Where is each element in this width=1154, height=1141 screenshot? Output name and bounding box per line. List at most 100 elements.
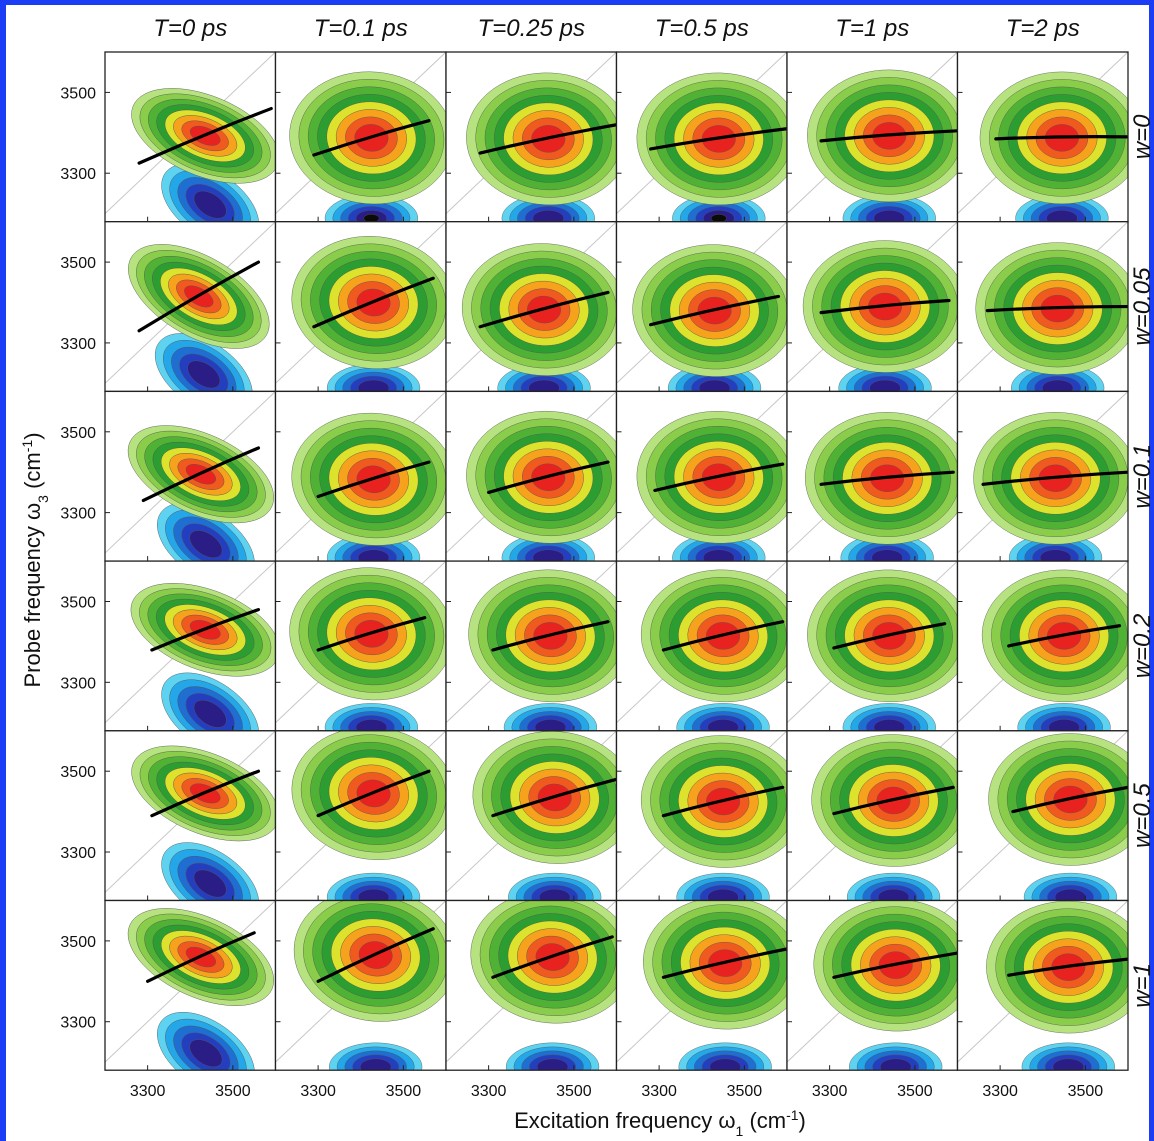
y-tick-label: 3500 [60,425,96,442]
column-title: T=0.25 ps [478,15,585,42]
negative-contour [1052,1058,1084,1071]
spectrum-panel [274,51,447,223]
negative-contour [1054,888,1087,901]
negative-contour [357,888,390,901]
negative-contour [539,888,571,901]
negative-contour [1046,210,1078,222]
row-title: w=0.1 [1129,444,1154,509]
negative-contour [709,1058,741,1071]
spectrum-panel [274,390,447,562]
x-tick-label: 3500 [386,1083,422,1100]
spectrum-panel [786,390,959,562]
spectrum-panel [104,899,277,1071]
spectrum-panel [274,730,447,902]
y-tick-label: 3300 [60,336,96,353]
negative-contour [707,719,739,731]
y-tick-label: 3300 [60,166,96,183]
negative-contour [698,379,731,392]
negative-contour [873,210,905,222]
negative-contour [193,869,227,898]
y-tick-label: 3500 [60,85,96,102]
negative-contour [189,530,223,559]
y-axis-tick-labels: 3500 3300 3500 3300 3500 3300 3500 3300 3500 3300… [60,85,96,1031]
center-line [150,607,261,652]
center-line [478,123,617,155]
negative-contour [1048,719,1080,731]
spectrum-panel [104,390,277,562]
negative-contour [357,549,390,562]
spectrum-panel [786,560,959,732]
center-line [832,785,955,816]
x-tick-label: 3500 [556,1083,592,1100]
negative-contour [360,1058,392,1071]
row-title: w=0 [1129,114,1154,159]
row-title: w=1 [1129,963,1154,1008]
center-line [312,276,435,329]
y-tick-label: 3500 [60,255,96,272]
panel-grid [104,51,1129,1071]
center-line [316,460,431,499]
spectrum-panel [956,390,1129,562]
column-title: T=0.5 ps [655,15,749,42]
negative-contour [869,379,901,392]
center-line [819,129,958,143]
center-line [1011,785,1128,814]
negative-contour [355,719,388,731]
negative-contour [871,549,903,562]
spectrum-panel [104,560,277,732]
center-line [316,927,435,983]
row-title: w=0.5 [1129,783,1154,848]
spectrum-panel [786,221,959,393]
negative-contour [710,214,727,222]
center-line [832,622,947,650]
spectrum-panel [956,560,1129,732]
center-line [137,260,261,333]
column-title: T=0.1 ps [314,15,408,42]
center-line [137,106,273,165]
center-line [832,951,958,979]
negative-contour [534,719,567,731]
x-tick-label: 3500 [897,1083,933,1100]
center-line [487,460,610,495]
negative-contour [877,888,910,901]
spectrum-panel [956,51,1129,223]
spectrum-panel [274,899,447,1071]
negative-contour [1042,379,1074,392]
center-line [316,769,431,818]
negative-contour [873,719,905,731]
spectrum-panel [956,221,1129,393]
negative-contour [703,549,735,562]
center-line [478,290,610,329]
center-line [994,135,1128,141]
spectrum-panel [615,390,788,562]
spectrum-panel [274,560,447,732]
spectrum-panel [445,390,618,562]
spectrum-panel [786,51,959,223]
spectrum-panel [615,51,788,223]
negative-contour [193,190,227,219]
panel-border [956,899,1129,1071]
spectrum-panel [956,730,1129,902]
center-line [819,298,951,315]
x-tick-label: 3300 [641,1083,677,1100]
spectrum-panel [445,221,618,393]
x-axis-label: Excitation frequency ω1 (cm-1) [514,1107,806,1139]
x-tick-label: 3300 [130,1083,166,1100]
row-titles: w=0 w=0.05 w=0.1 w=0.2 w=0.5 w=1 [1129,114,1154,1008]
column-titles: T=0 ps T=0.1 ps T=0.25 ps T=0.5 ps T=1 ps T=2… [153,15,1080,42]
center-line [819,470,955,486]
spectrum-panel [786,730,959,902]
center-line [981,470,1128,486]
center-line [649,127,787,151]
x-tick-label: 3300 [300,1083,336,1100]
center-line [146,931,256,983]
y-tick-label: 3300 [60,675,96,692]
y-tick-label: 3300 [60,506,96,523]
center-line [491,935,614,979]
x-tick-label: 3300 [812,1083,848,1100]
center-line [150,769,261,818]
x-tick-label: 3500 [215,1083,251,1100]
column-title: T=2 ps [1006,15,1080,42]
